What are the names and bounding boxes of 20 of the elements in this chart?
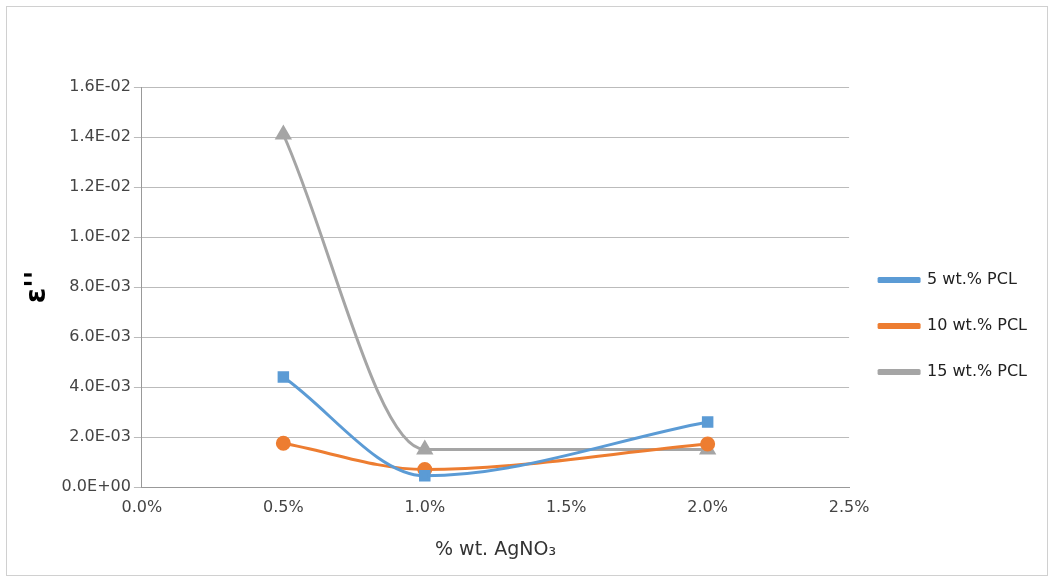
x-tick-label: 0.0% [121, 496, 163, 516]
y-axis-title: ε'' [19, 270, 53, 304]
y-tick-label: 6.0E-03 [69, 326, 131, 346]
legend-label: 15 wt.% PCL [927, 361, 1028, 381]
y-tick-label: 8.0E-03 [69, 276, 131, 296]
x-tick-label: 2.5% [828, 496, 870, 516]
y-tick-label: 1.0E-02 [69, 226, 131, 246]
y-tick-label: 1.4E-02 [69, 126, 131, 146]
x-tick-label: 0.5% [263, 496, 304, 516]
y-tick-label: 2.0E-03 [69, 426, 131, 446]
y-tick-label: 1.6E-02 [69, 76, 131, 96]
x-axis-title: % wt. AgNO₃ [435, 536, 557, 559]
x-tick-label: 1.0% [404, 496, 446, 516]
legend-label: 10 wt.% PCL [927, 315, 1028, 335]
legend-label: 5 wt.% PCL [927, 269, 1017, 289]
y-tick-label: 0.0E+00 [61, 476, 131, 496]
x-tick-label: 2.0% [687, 496, 728, 516]
y-tick-label: 1.2E-02 [69, 176, 131, 196]
x-tick-label: 1.5% [545, 496, 587, 516]
y-tick-label: 4.0E-03 [69, 376, 131, 396]
